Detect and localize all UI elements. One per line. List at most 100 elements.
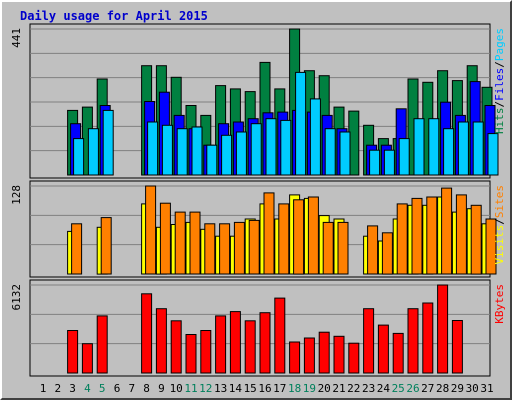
bar-kbytes-day-10 (170, 320, 182, 374)
bar-kbytes-day-19 (303, 337, 315, 374)
bar-kbytes-day-12 (200, 330, 212, 374)
bar-pages-day-14 (235, 131, 247, 176)
x-tick-label-day-21: 21 (332, 382, 345, 395)
bar-pages-day-21 (339, 131, 351, 176)
bar-pages-day-11 (191, 126, 203, 176)
y-axis-max-label: 6132 (10, 284, 23, 311)
bar-pages-day-13 (221, 134, 233, 176)
bar-kbytes-day-15 (244, 320, 256, 374)
bar-kbytes-day-26 (407, 308, 419, 374)
bar-pages-day-28 (443, 128, 455, 176)
legend-entry: Hits (493, 108, 506, 135)
bar-sites-day-13 (219, 223, 231, 275)
x-tick-label-day-8: 8 (143, 382, 150, 395)
bar-sites-day-20 (322, 221, 334, 275)
bar-kbytes-day-24 (377, 324, 389, 374)
bar-sites-day-12 (204, 223, 216, 275)
bar-pages-day-9 (161, 124, 173, 176)
bar-kbytes-day-21 (333, 335, 345, 374)
bar-sites-day-26 (411, 197, 423, 275)
bar-pages-day-4 (87, 128, 99, 176)
x-tick-label-day-5: 5 (99, 382, 106, 395)
bar-kbytes-day-4 (81, 343, 93, 374)
bar-pages-day-15 (250, 123, 262, 176)
bar-kbytes-day-3 (67, 330, 79, 374)
bar-sites-day-9 (159, 202, 171, 275)
x-tick-label-day-24: 24 (377, 382, 391, 395)
bar-pages-day-29 (457, 121, 469, 176)
x-tick-label-day-2: 2 (54, 382, 61, 395)
bar-kbytes-day-18 (289, 341, 301, 374)
y-axis-max-label: 441 (10, 28, 23, 48)
bar-sites-day-25 (396, 203, 408, 275)
legend-kbytes: KBytes (493, 284, 506, 324)
bar-kbytes-day-20 (318, 331, 330, 374)
bar-pages-day-30 (472, 121, 484, 176)
x-tick-label-day-16: 16 (258, 382, 271, 395)
x-tick-label-day-23: 23 (362, 382, 375, 395)
legend-entry: KBytes (493, 284, 506, 324)
bar-sites-day-31 (485, 218, 497, 275)
x-tick-label-day-29: 29 (451, 382, 464, 395)
legend-entry: Visits (493, 225, 506, 265)
bar-sites-day-17 (278, 203, 290, 275)
bar-sites-day-29 (455, 194, 467, 275)
x-tick-label-day-14: 14 (229, 382, 243, 395)
legend-visits-sites: Visits/Sites (493, 185, 506, 265)
x-tick-label-day-12: 12 (199, 382, 212, 395)
bar-kbytes-day-9 (155, 308, 167, 374)
x-tick-label-day-27: 27 (421, 382, 434, 395)
x-tick-label-day-19: 19 (303, 382, 316, 395)
bar-pages-day-27 (428, 118, 440, 176)
bar-sites-day-16 (263, 192, 275, 275)
x-tick-label-day-6: 6 (114, 382, 121, 395)
bar-sites-day-30 (470, 204, 482, 275)
bar-kbytes-day-11 (185, 334, 197, 374)
bar-sites-day-27 (426, 196, 438, 275)
legend-entry: Pages (493, 28, 506, 61)
x-tick-label-day-31: 31 (480, 382, 493, 395)
bar-kbytes-day-5 (96, 315, 108, 374)
chart-title: Daily usage for April 2015 (20, 9, 208, 23)
bar-sites-day-18 (293, 199, 305, 275)
bar-kbytes-day-17 (274, 297, 286, 374)
bar-sites-day-11 (189, 211, 201, 275)
bar-sites-day-23 (367, 225, 379, 275)
x-tick-label-day-22: 22 (347, 382, 360, 395)
x-tick-label-day-28: 28 (436, 382, 449, 395)
x-tick-label-day-20: 20 (318, 382, 331, 395)
bar-pages-day-20 (324, 128, 336, 176)
legend-hits-files-pages: Hits/Files/Pages (493, 28, 506, 134)
x-tick-label-day-17: 17 (273, 382, 286, 395)
bar-sites-day-15 (248, 219, 260, 275)
bar-pages-day-26 (413, 118, 425, 176)
legend-entry: Files (493, 68, 506, 101)
bar-sites-day-14 (233, 221, 245, 275)
x-tick-label-day-4: 4 (84, 382, 91, 395)
bar-pages-day-24 (383, 149, 395, 176)
legend-entry: / (493, 101, 506, 108)
bar-pages-day-12 (206, 144, 218, 176)
bar-kbytes-day-28 (437, 284, 449, 374)
bar-sites-day-8 (145, 185, 157, 275)
bar-pages-day-3 (73, 138, 85, 176)
bar-sites-day-5 (100, 217, 112, 275)
x-tick-label-day-26: 26 (406, 382, 419, 395)
bar-kbytes-day-25 (392, 332, 404, 374)
bar-kbytes-day-23 (363, 308, 375, 374)
bar-pages-day-25 (398, 138, 410, 176)
bar-pages-day-8 (147, 121, 159, 176)
bar-kbytes-day-27 (422, 302, 434, 374)
bar-kbytes-day-29 (451, 320, 463, 374)
x-tick-label-day-10: 10 (170, 382, 183, 395)
legend-entry: / (493, 218, 506, 225)
x-tick-label-day-7: 7 (128, 382, 135, 395)
bar-pages-day-10 (176, 128, 188, 176)
x-tick-label-day-13: 13 (214, 382, 227, 395)
x-tick-label-day-25: 25 (392, 382, 405, 395)
x-tick-label-day-9: 9 (158, 382, 165, 395)
bar-pages-day-16 (265, 118, 277, 176)
legend-entry: / (493, 61, 506, 68)
bar-sites-day-3 (71, 223, 83, 275)
